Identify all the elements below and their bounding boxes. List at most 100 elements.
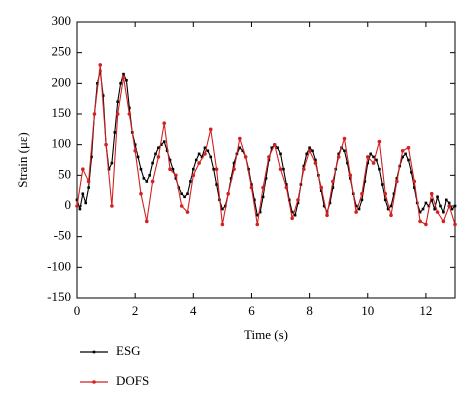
point — [186, 192, 189, 196]
point — [232, 167, 236, 171]
point — [354, 204, 358, 208]
y-tick-label: 300 — [52, 13, 72, 28]
point — [264, 177, 268, 180]
point — [215, 183, 218, 186]
point — [427, 204, 431, 208]
x-tick-label: 0 — [74, 303, 81, 318]
x-tick-label: 8 — [306, 303, 313, 318]
plot-frame — [76, 21, 456, 299]
point — [285, 183, 288, 186]
point — [296, 201, 300, 205]
point — [404, 152, 407, 156]
point — [322, 204, 326, 208]
x-tick-label: 12 — [419, 303, 432, 318]
point — [139, 167, 143, 171]
point — [439, 204, 442, 208]
point — [383, 191, 388, 196]
point — [261, 185, 265, 190]
point — [212, 167, 215, 171]
point — [162, 121, 167, 125]
point — [78, 207, 82, 211]
point — [383, 198, 387, 202]
point — [133, 143, 137, 146]
point — [395, 179, 399, 184]
point — [381, 183, 384, 186]
point — [407, 158, 410, 162]
point — [180, 192, 183, 196]
y-axis-label: Strain (με) — [15, 132, 30, 187]
point — [307, 149, 312, 153]
point — [203, 146, 207, 150]
point — [253, 198, 256, 202]
point — [272, 142, 277, 147]
point — [200, 155, 204, 159]
point — [360, 198, 364, 202]
point — [430, 198, 434, 202]
point — [442, 210, 445, 214]
point — [127, 112, 132, 116]
point — [325, 213, 329, 217]
point — [287, 198, 291, 202]
point — [331, 179, 335, 184]
point — [250, 183, 253, 186]
point — [115, 112, 120, 116]
point — [241, 149, 245, 153]
y-tick-label: 0 — [65, 197, 72, 212]
y-tick-label: -150 — [47, 289, 71, 304]
point — [282, 167, 285, 171]
point — [450, 207, 454, 211]
point — [412, 179, 417, 184]
point — [319, 189, 323, 192]
point — [92, 112, 97, 116]
point — [410, 170, 413, 174]
point — [171, 167, 175, 171]
point — [247, 167, 250, 171]
point — [177, 186, 181, 189]
point — [232, 161, 236, 165]
point — [133, 149, 137, 153]
point — [435, 210, 440, 214]
point — [421, 207, 425, 211]
point — [84, 201, 88, 205]
point — [238, 136, 242, 141]
point — [255, 222, 260, 227]
point — [293, 213, 297, 217]
point — [209, 155, 213, 159]
point — [278, 167, 283, 171]
y-tick-label: 150 — [52, 105, 72, 120]
point — [90, 155, 93, 159]
point — [139, 191, 143, 196]
point — [354, 210, 358, 214]
legend-label: ESG — [116, 343, 141, 358]
point — [107, 167, 111, 171]
y-tick-label: 100 — [52, 136, 72, 151]
point — [360, 191, 364, 196]
point — [386, 207, 390, 211]
point — [98, 63, 103, 67]
point — [377, 139, 382, 144]
point — [220, 222, 225, 227]
point — [346, 161, 349, 165]
point — [122, 72, 125, 76]
point — [319, 185, 324, 190]
point — [284, 185, 289, 190]
point — [336, 155, 341, 159]
point — [261, 195, 265, 199]
point — [418, 219, 422, 224]
point — [441, 219, 446, 224]
point — [179, 204, 184, 208]
point — [136, 155, 140, 159]
point — [113, 131, 117, 134]
point — [226, 191, 230, 196]
point — [305, 152, 309, 156]
point — [311, 149, 314, 153]
point — [75, 198, 79, 202]
point — [267, 158, 271, 162]
series-line — [76, 64, 456, 226]
point — [412, 186, 416, 189]
point — [75, 204, 79, 208]
point — [270, 146, 274, 150]
point — [144, 219, 149, 224]
